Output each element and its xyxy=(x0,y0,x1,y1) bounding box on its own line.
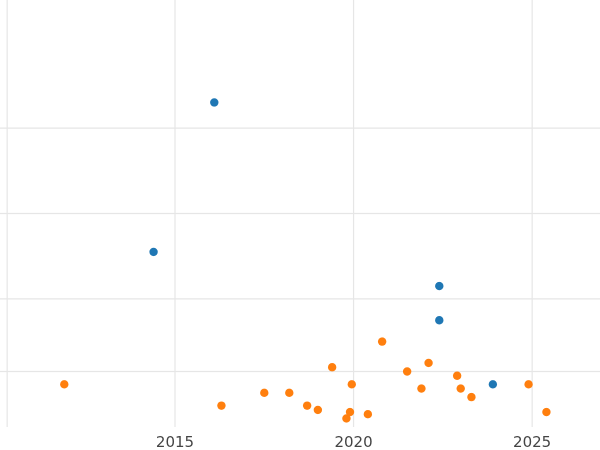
x-tick-label: 2015 xyxy=(156,433,194,450)
data-point-series-1 xyxy=(149,247,158,257)
data-point-series-1 xyxy=(435,316,444,325)
data-point-series-2 xyxy=(260,388,269,398)
data-point-series-2 xyxy=(467,392,476,402)
data-point-series-2 xyxy=(377,337,387,346)
data-point-series-2 xyxy=(542,407,551,417)
data-point-series-1 xyxy=(210,98,219,107)
data-point-series-2 xyxy=(285,388,294,398)
data-point-series-2 xyxy=(302,401,312,410)
data-point-series-2 xyxy=(456,384,465,393)
data-point-series-2 xyxy=(327,363,337,372)
data-point-series-2 xyxy=(424,358,433,368)
data-point-series-2 xyxy=(342,414,351,423)
data-point-series-2 xyxy=(402,367,412,376)
data-point-series-1 xyxy=(488,380,498,389)
data-point-series-2 xyxy=(347,380,356,389)
data-point-series-2 xyxy=(452,371,462,380)
data-point-series-2 xyxy=(363,409,373,419)
data-point-series-1 xyxy=(435,281,444,291)
data-point-series-2 xyxy=(417,384,426,393)
y-grid-lines xyxy=(0,127,600,373)
data-point-series-2 xyxy=(313,405,323,415)
data-points xyxy=(60,98,551,423)
x-tick-label: 2025 xyxy=(513,433,551,450)
x-tick-label: 2020 xyxy=(334,433,372,450)
data-point-series-2 xyxy=(60,380,69,389)
data-point-series-2 xyxy=(217,401,226,410)
data-point-series-2 xyxy=(524,380,533,389)
x-tick-labels: 2015 2020 2025 xyxy=(156,433,551,450)
data-point-series-2 xyxy=(345,407,355,417)
